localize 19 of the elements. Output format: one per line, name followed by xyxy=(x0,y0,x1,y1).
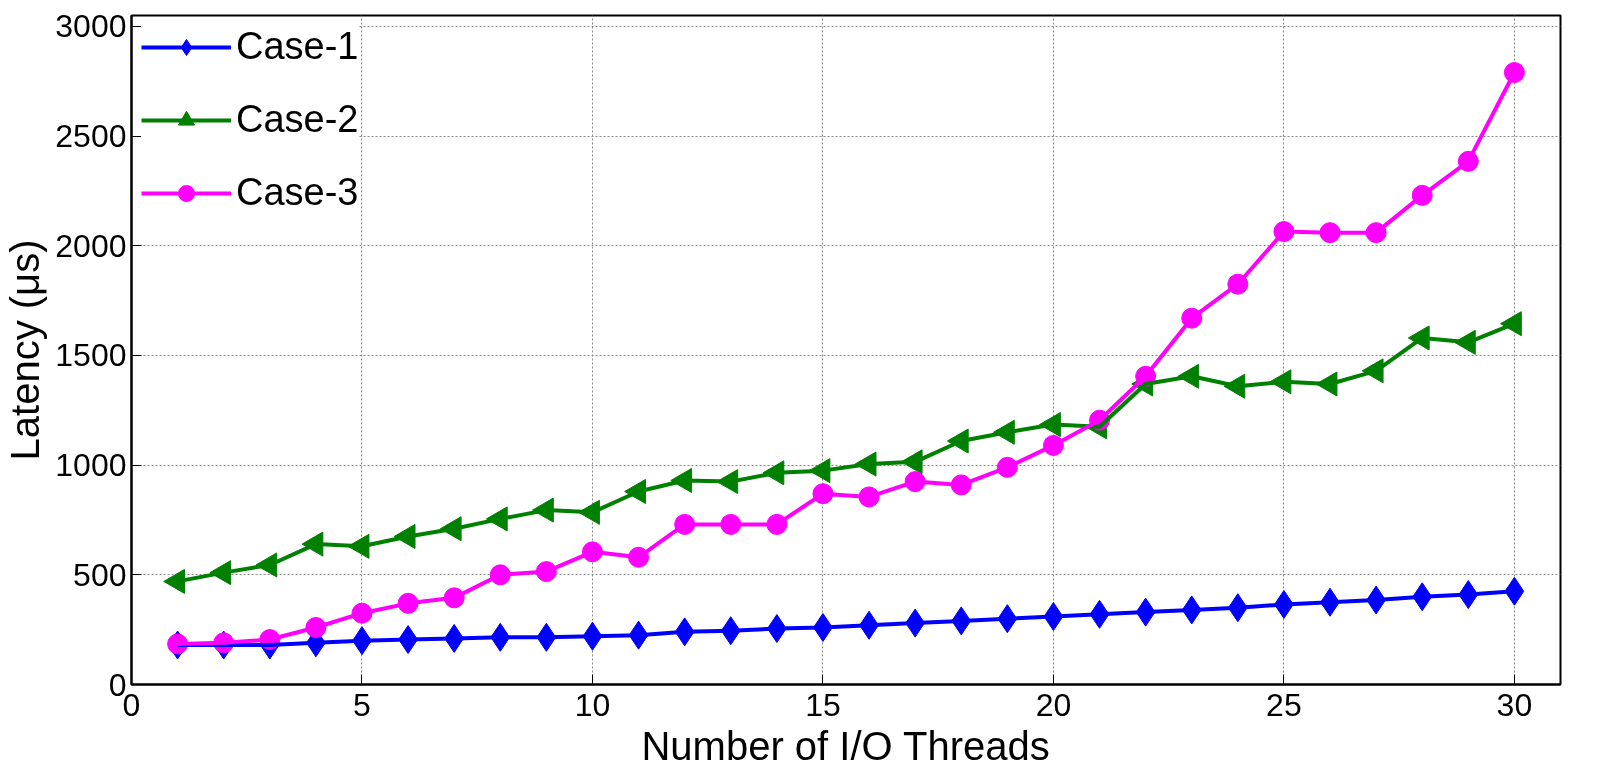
y-tick-label: 1000 xyxy=(55,447,127,484)
y-axis-title: Latency (μs) xyxy=(3,239,48,461)
legend-label: Case-2 xyxy=(236,98,359,141)
x-axis-title: Number of I/O Threads xyxy=(641,723,1050,768)
y-tick-label: 2500 xyxy=(55,118,127,155)
y-tick-label: 2000 xyxy=(55,227,127,264)
point xyxy=(1503,62,1525,84)
legend-label: Case-3 xyxy=(236,171,359,214)
x-tick-label: 10 xyxy=(574,686,611,723)
y-tick-label: 500 xyxy=(73,556,127,593)
x-tick-label: 15 xyxy=(805,686,841,723)
y-tick-label: 3000 xyxy=(55,8,127,45)
legend-label: Case-1 xyxy=(236,25,359,68)
y-tick-label: 1500 xyxy=(55,337,127,374)
x-tick-label: 30 xyxy=(1496,686,1533,723)
x-tick-label: 25 xyxy=(1266,686,1302,723)
x-tick-label: 20 xyxy=(1035,686,1072,723)
x-tick-label: 5 xyxy=(353,686,371,723)
point xyxy=(1504,576,1525,606)
